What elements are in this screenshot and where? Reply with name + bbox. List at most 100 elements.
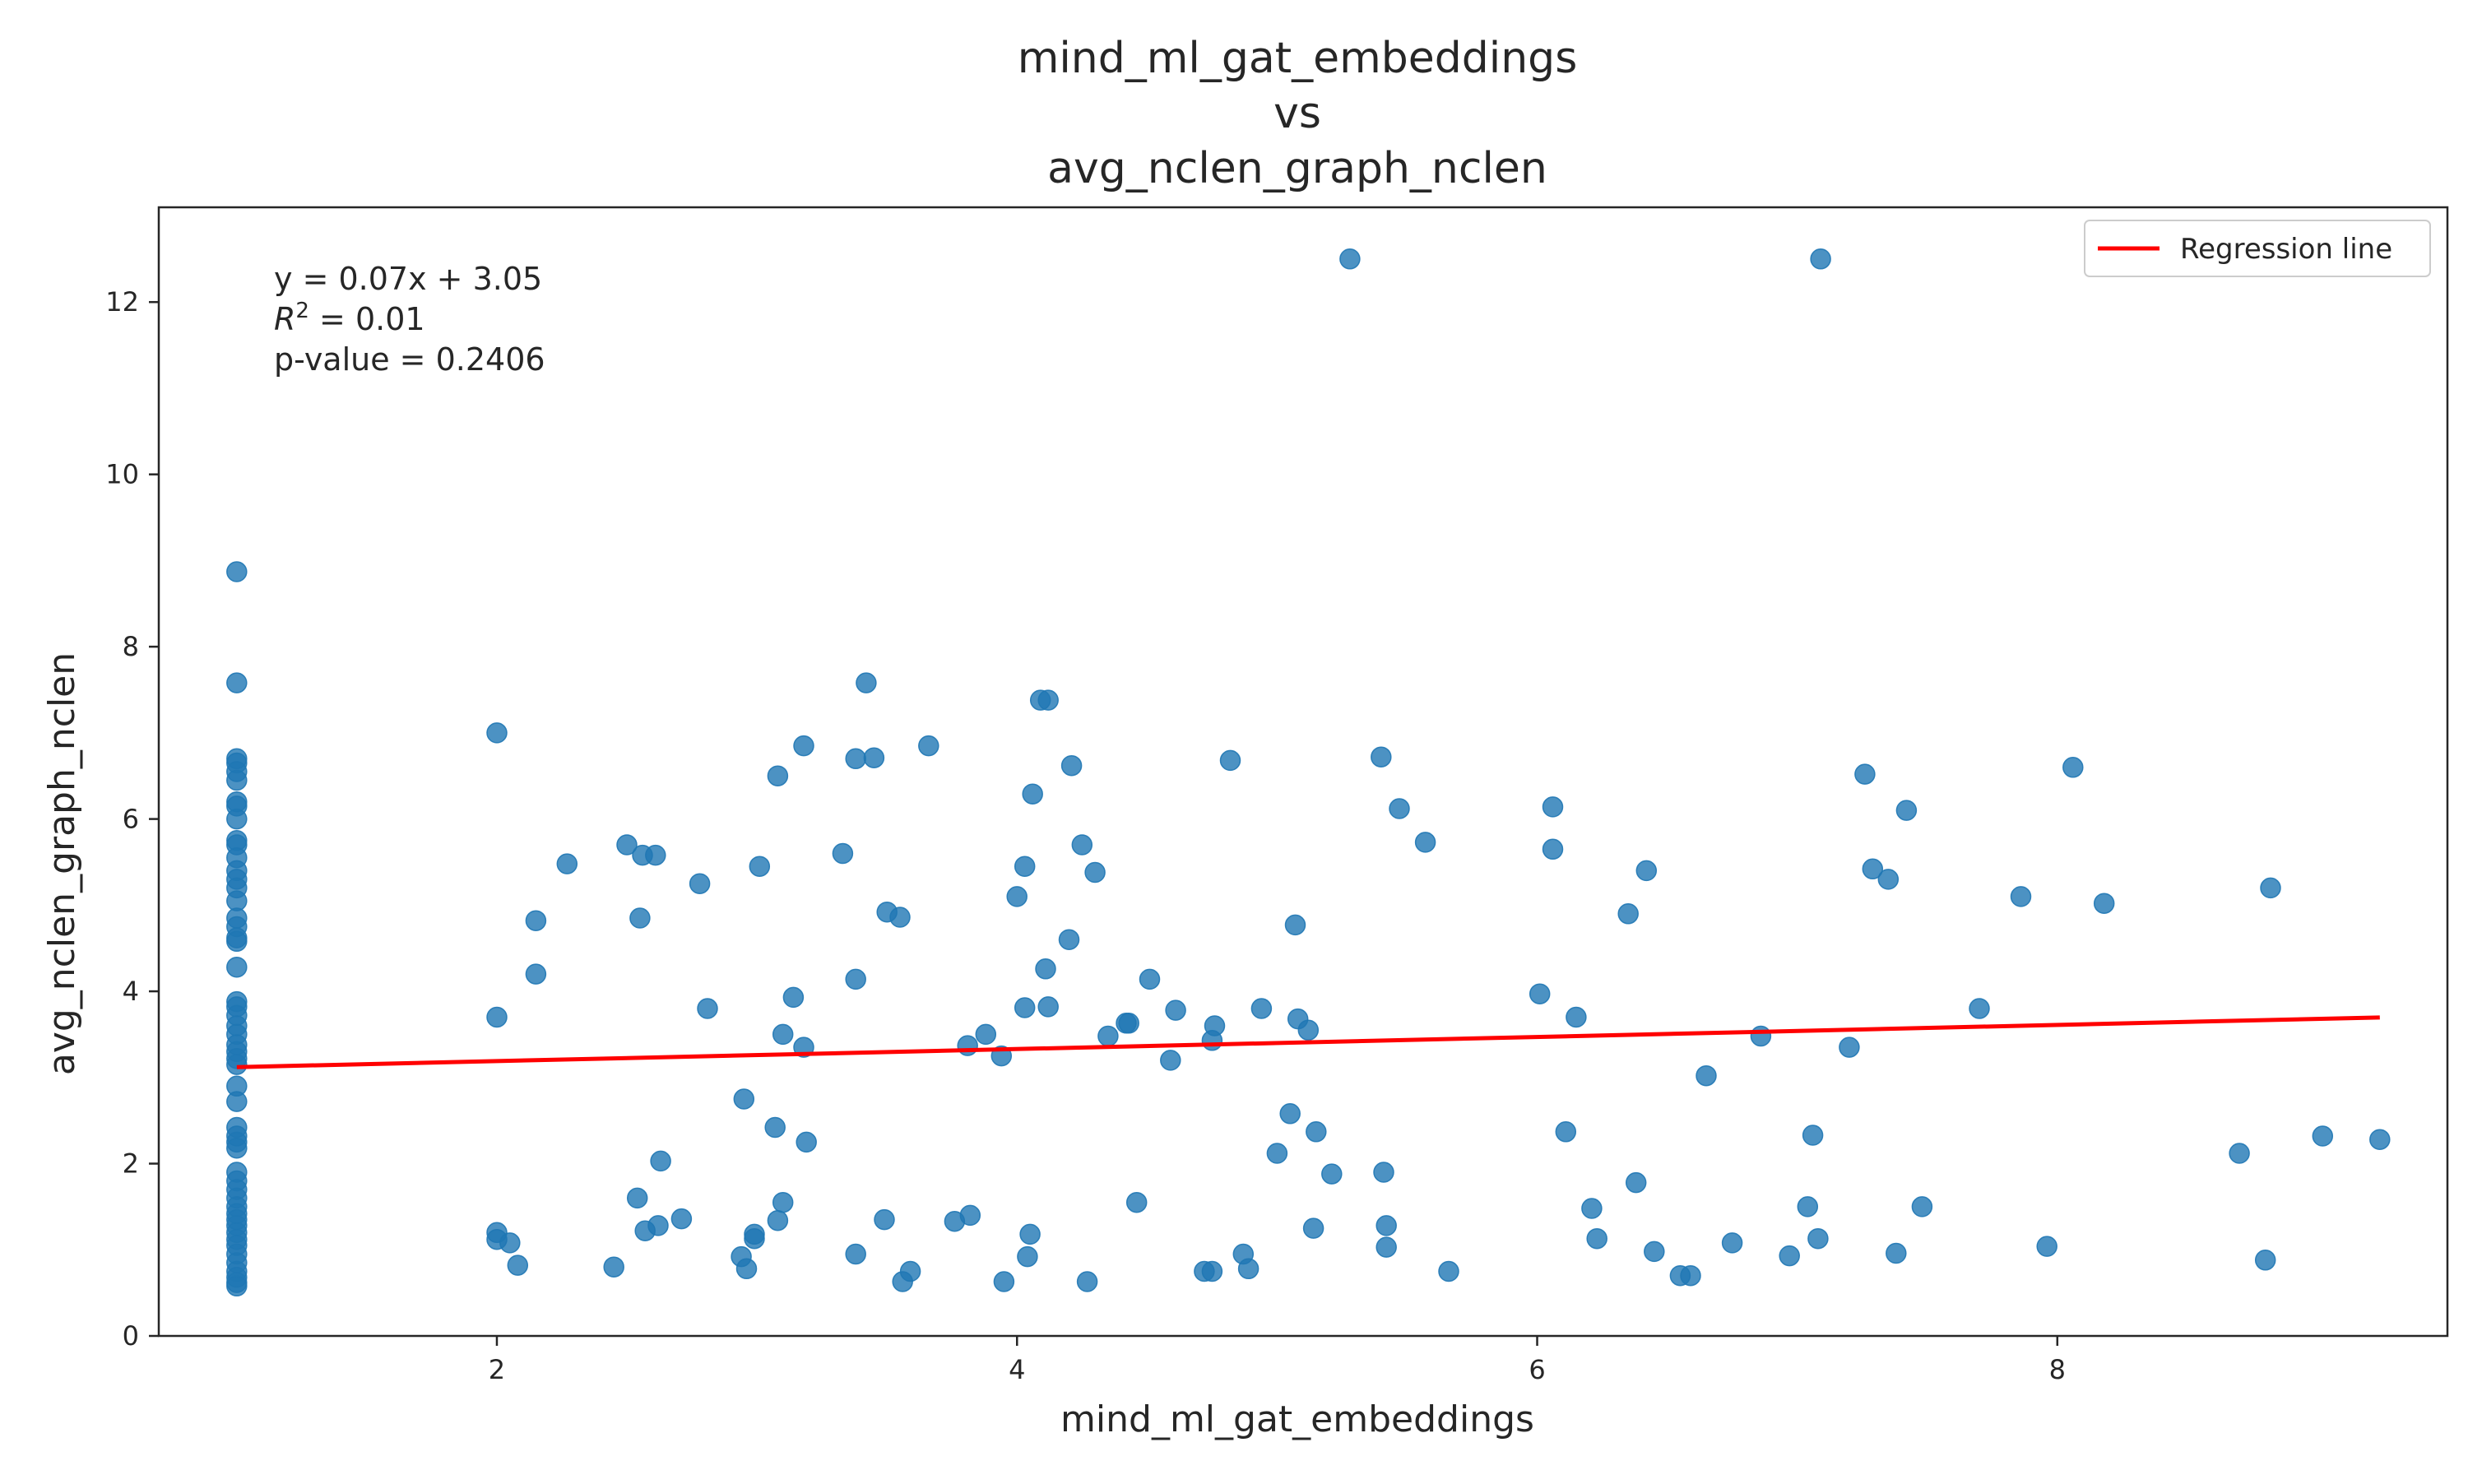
data-point-143 [1306, 1121, 1327, 1143]
data-point-117 [1058, 929, 1080, 950]
data-point-184 [2062, 757, 2084, 778]
data-point-186 [2229, 1143, 2250, 1164]
data-point-73 [697, 998, 718, 1019]
y-tick-label-1: 2 [123, 1148, 139, 1180]
data-point-109 [1014, 997, 1036, 1018]
data-point-137 [1266, 1143, 1288, 1164]
data-point-94 [863, 747, 885, 768]
data-point-172 [1807, 1227, 1829, 1250]
data-point-116 [1037, 996, 1059, 1018]
data-point-85 [782, 986, 805, 1009]
data-point-174 [1839, 1036, 1860, 1058]
x-tick-label-3: 8 [2049, 1354, 2066, 1385]
data-point-100 [918, 735, 939, 757]
y-tick-label-5: 10 [105, 459, 139, 490]
y-axis-label: avg_nclen_graph_nclen [41, 652, 83, 1075]
data-point-70 [650, 1150, 671, 1172]
x-tick-label-0: 2 [489, 1354, 505, 1385]
data-point-75 [733, 1088, 755, 1110]
data-point-133 [1219, 749, 1241, 772]
y-tick-label-4: 8 [123, 631, 139, 662]
data-point-102 [957, 1035, 978, 1056]
data-point-8 [226, 808, 248, 830]
data-point-69 [647, 1215, 669, 1236]
chart-title-line-1: mind_ml_gat_embeddings [1018, 34, 1578, 83]
data-point-81 [767, 765, 789, 786]
data-point-120 [1076, 1271, 1098, 1292]
data-point-92 [845, 1243, 866, 1265]
data-point-159 [1586, 1227, 1607, 1250]
data-point-138 [1279, 1103, 1301, 1125]
r-squared-annotation: R2 = 0.01 [274, 299, 425, 337]
data-point-104 [975, 1023, 997, 1046]
data-point-125 [1125, 1191, 1148, 1213]
data-point-124 [1118, 1013, 1139, 1034]
data-point-183 [2036, 1236, 2057, 1257]
data-point-154 [1542, 796, 1564, 818]
data-point-190 [2369, 1129, 2391, 1150]
data-point-61 [556, 853, 578, 874]
data-point-128 [1165, 999, 1186, 1021]
data-point-182 [2010, 886, 2032, 907]
data-point-177 [1877, 869, 1900, 890]
plot-area [157, 206, 2449, 1338]
legend-box [2084, 220, 2431, 277]
r-squared-exponent: 2 [295, 299, 309, 323]
data-point-114 [1037, 689, 1059, 711]
data-point-0 [226, 561, 248, 582]
data-point-170 [1797, 1196, 1819, 1217]
data-point-119 [1071, 834, 1093, 856]
data-point-149 [1375, 1215, 1397, 1236]
x-axis-label: mind_ml_gat_embeddings [1060, 1398, 1534, 1440]
data-point-121 [1084, 861, 1106, 883]
data-point-79 [749, 856, 771, 877]
data-point-112 [1022, 783, 1043, 805]
x-tick-label-1: 4 [1009, 1354, 1025, 1385]
data-point-19 [226, 930, 248, 953]
data-point-152 [1438, 1260, 1459, 1282]
data-point-118 [1060, 754, 1083, 777]
data-point-178 [1886, 1242, 1907, 1264]
data-point-86 [793, 735, 814, 757]
data-point-142 [1302, 1217, 1324, 1239]
data-point-60 [525, 963, 547, 985]
data-point-168 [1750, 1025, 1772, 1047]
data-point-71 [670, 1208, 693, 1230]
legend-label-regression-line: Regression line [2180, 233, 2392, 266]
data-point-179 [1895, 800, 1918, 821]
data-point-76 [735, 1258, 758, 1280]
data-point-108 [1014, 856, 1036, 877]
data-point-157 [1566, 1006, 1587, 1028]
y-tick-label-2: 4 [123, 976, 139, 1007]
data-point-175 [1854, 763, 1876, 785]
r-squared-value: = 0.01 [309, 301, 425, 337]
data-point-20 [226, 956, 248, 978]
data-point-115 [1035, 958, 1056, 980]
chart-title-line-2: vs [1273, 89, 1321, 138]
data-point-132 [1204, 1015, 1226, 1036]
data-point-64 [626, 1187, 648, 1209]
data-point-135 [1237, 1258, 1260, 1280]
y-tick-label-0: 0 [123, 1320, 139, 1352]
data-point-97 [889, 907, 911, 928]
data-point-160 [1617, 903, 1639, 925]
data-point-72 [689, 873, 711, 894]
data-point-54 [486, 1006, 508, 1028]
data-point-29 [226, 1054, 248, 1075]
data-point-153 [1529, 983, 1551, 1004]
data-point-171 [1802, 1125, 1824, 1146]
data-point-80 [764, 1116, 786, 1139]
data-point-146 [1371, 746, 1392, 768]
data-point-176 [1862, 858, 1884, 880]
data-point-103 [959, 1204, 981, 1227]
data-point-35 [226, 1137, 248, 1159]
y-axis-ticks: 0 2 4 6 8 10 12 [105, 286, 159, 1352]
data-point-181 [1969, 998, 1990, 1019]
data-point-165 [1680, 1264, 1701, 1287]
data-point-68 [645, 844, 666, 866]
data-point-1 [226, 672, 248, 693]
data-point-141 [1297, 1019, 1320, 1041]
data-points [226, 248, 2391, 1297]
regression-line [236, 1015, 2380, 1069]
